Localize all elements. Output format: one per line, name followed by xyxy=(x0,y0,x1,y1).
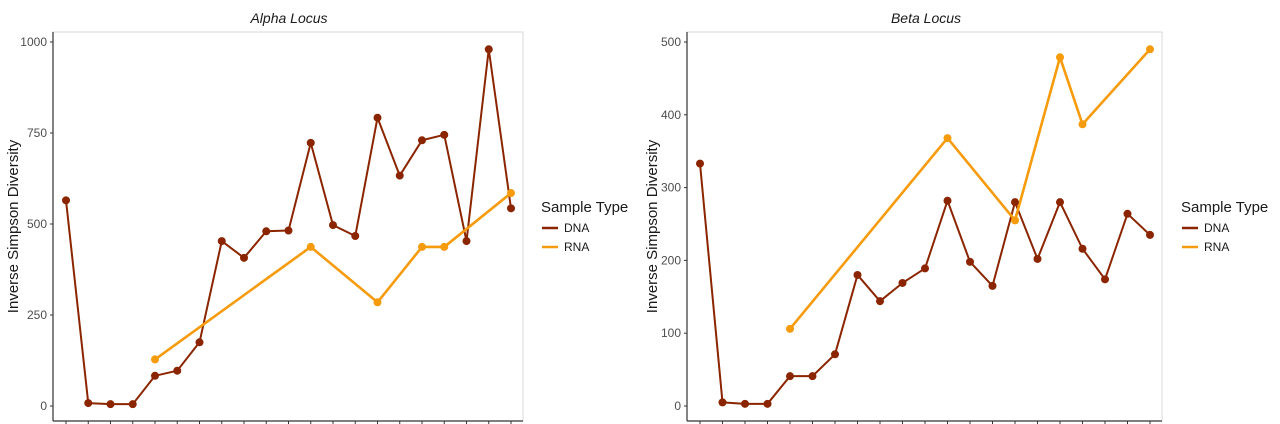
data-point-rna xyxy=(306,242,315,251)
data-point-dna xyxy=(1033,254,1042,263)
data-point-dna xyxy=(1123,209,1132,218)
y-tick-label: 0 xyxy=(40,399,47,413)
data-point-dna xyxy=(696,159,704,168)
y-tick-label: 200 xyxy=(661,253,681,267)
chart-title: Alpha Locus xyxy=(249,10,327,26)
data-point-dna xyxy=(1078,244,1087,253)
data-point-rna xyxy=(440,242,449,251)
data-point-dna xyxy=(507,204,515,213)
data-point-dna xyxy=(853,270,862,279)
data-point-dna xyxy=(741,399,749,408)
data-point-dna xyxy=(306,138,315,147)
legend: Sample Type DNA RNA xyxy=(1181,199,1268,254)
data-point-dna xyxy=(440,130,449,139)
legend-label-rna: RNA xyxy=(564,240,589,254)
data-point-rna xyxy=(507,189,515,198)
y-tick-label: 750 xyxy=(27,126,47,140)
data-point-dna xyxy=(1101,275,1109,284)
data-point-rna xyxy=(1011,216,1019,225)
data-point-rna xyxy=(373,298,382,307)
data-point-dna xyxy=(831,350,839,359)
legend-label-dna: DNA xyxy=(564,221,589,235)
data-point-dna xyxy=(284,226,293,235)
data-point-dna xyxy=(1146,230,1154,239)
legend-label-dna: DNA xyxy=(1204,221,1229,235)
data-point-dna xyxy=(329,221,337,230)
legend-label-rna: RNA xyxy=(1204,240,1229,254)
chart-title: Beta Locus xyxy=(891,10,961,26)
data-point-dna xyxy=(921,264,929,273)
data-point-dna xyxy=(1056,198,1064,207)
data-point-dna xyxy=(195,338,204,347)
data-point-dna xyxy=(240,253,248,262)
y-tick-label: 300 xyxy=(661,181,681,195)
y-tick-label: 250 xyxy=(27,308,47,322)
y-tick-label: 1000 xyxy=(20,35,47,49)
data-point-dna xyxy=(898,278,907,287)
y-tick-label: 100 xyxy=(661,326,681,340)
y-tick-label: 500 xyxy=(661,35,681,49)
data-point-dna xyxy=(943,196,952,205)
panel-alpha: 0 250 500 750 1000 Alpha Locus Inverse Simpson… xyxy=(5,10,628,424)
y-tick-label: 0 xyxy=(674,399,681,413)
data-point-dna xyxy=(395,171,404,180)
data-point-rna xyxy=(786,324,794,333)
data-point-dna xyxy=(988,281,997,290)
series-line-dna xyxy=(699,163,1151,405)
series-line-rna xyxy=(154,192,512,361)
y-tick-label: 400 xyxy=(661,108,681,122)
data-point-dna xyxy=(217,237,226,246)
data-point-dna xyxy=(106,400,115,409)
data-point-dna xyxy=(373,113,382,122)
y-tick-label: 500 xyxy=(27,217,47,231)
data-point-dna xyxy=(151,371,159,380)
data-point-dna xyxy=(808,372,817,381)
data-point-dna xyxy=(484,45,493,54)
panel-beta: 0 100 200 300 400 500 Beta Locus Inverse Simpso… xyxy=(644,10,1268,424)
panel-border xyxy=(52,31,524,422)
legend-title: Sample Type xyxy=(1181,199,1268,216)
data-point-dna xyxy=(763,399,772,408)
data-point-dna xyxy=(351,232,360,241)
data-point-rna xyxy=(1078,120,1087,129)
data-point-dna xyxy=(84,399,93,408)
data-point-rna xyxy=(1146,45,1154,54)
data-point-rna xyxy=(418,242,426,251)
data-point-dna xyxy=(966,257,974,266)
data-point-dna xyxy=(462,237,471,246)
series-line-rna xyxy=(788,48,1151,330)
data-point-dna xyxy=(128,400,137,409)
data-point-dna xyxy=(876,297,884,306)
y-axis-label: Inverse Simpson Diversity xyxy=(644,139,661,313)
data-point-dna xyxy=(786,372,794,381)
data-point-dna xyxy=(262,227,271,236)
data-point-dna xyxy=(718,398,727,407)
data-point-dna xyxy=(173,366,182,375)
legend: Sample Type DNA RNA xyxy=(541,199,628,254)
panel-border xyxy=(686,31,1163,422)
data-point-rna xyxy=(151,355,159,364)
data-point-rna xyxy=(1056,53,1064,62)
data-point-dna xyxy=(1011,198,1019,207)
data-point-dna xyxy=(62,196,70,205)
data-point-rna xyxy=(943,134,952,143)
data-point-dna xyxy=(418,136,426,145)
legend-title: Sample Type xyxy=(541,199,628,216)
y-axis-label: Inverse Simpson Diversity xyxy=(5,139,22,313)
